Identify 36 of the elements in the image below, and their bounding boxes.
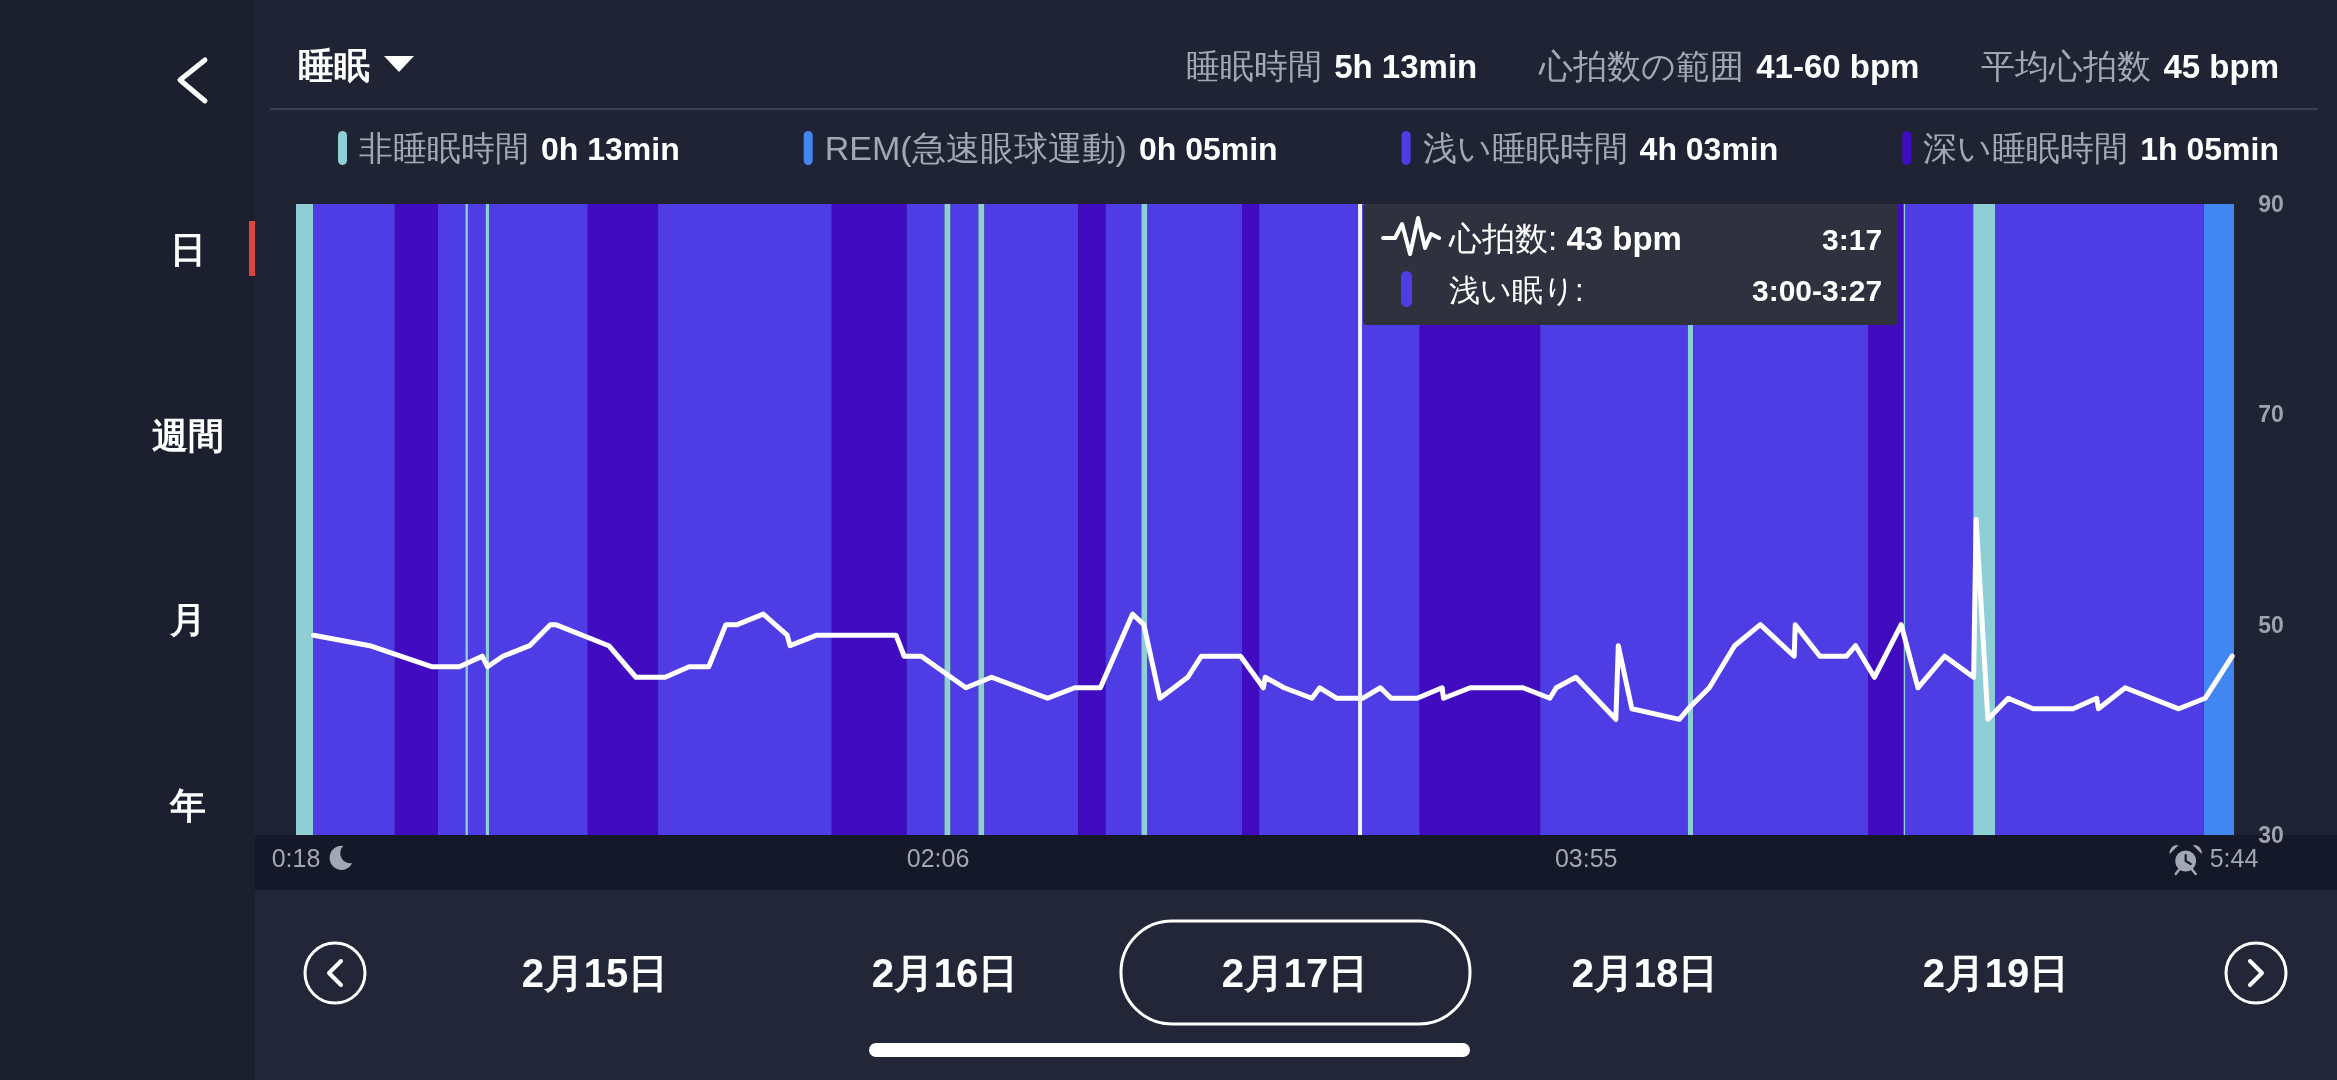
text: 2月16日 [871, 951, 1019, 995]
x-tick-label: 5:44 [2209, 844, 2259, 872]
y-tick-label: 30 [2258, 822, 2284, 848]
text: 41-60 bpm [1756, 48, 1920, 85]
text: 4h 03min [1639, 131, 1779, 167]
text: 週間 [152, 415, 224, 456]
text: 月 [169, 599, 206, 640]
x-tick-label: 03:55 [1554, 844, 1618, 872]
chart-title: 睡眠 [298, 45, 370, 86]
x-tick-label: 0:18 [271, 844, 321, 872]
text: 2月18日 [1571, 951, 1719, 995]
text: 1h 05min [2140, 131, 2279, 167]
x-tick-label: 02:06 [906, 844, 970, 872]
legend-label: 深い睡眠時間 [1923, 129, 2129, 167]
legend-label: 浅い睡眠時間 [1422, 129, 1628, 167]
text: 心拍数の範囲 [1538, 47, 1745, 85]
text: 5h 13min [1334, 48, 1478, 85]
text: 平均心拍数 [1981, 47, 2152, 85]
annotation: 浅い眠り: [1449, 273, 1584, 308]
text: 2月17日 [1221, 951, 1369, 995]
legend-label: 非睡眠時間 [359, 129, 529, 167]
text: 年 [169, 785, 206, 826]
text: 0h 13min [541, 131, 680, 167]
y-tick-label: 70 [2258, 401, 2284, 428]
text: 日 [170, 229, 206, 270]
text: 45 bpm [2163, 48, 2279, 85]
text: 睡眠時間 [1186, 47, 1323, 85]
y-tick-label: 90 [2258, 191, 2284, 217]
text: 2月19日 [1922, 951, 2070, 995]
text: 2月15日 [521, 951, 669, 995]
ref-line-label: 3:17 [1822, 223, 1883, 256]
annotation: 心拍数: 43 bpm [1448, 220, 1682, 257]
y-tick-label: 50 [2258, 611, 2284, 638]
legend-label: REM(急速眼球運動) [824, 129, 1127, 167]
annotation: 3:00-3:27 [1751, 274, 1883, 307]
text: 0h 05min [1138, 131, 1278, 167]
